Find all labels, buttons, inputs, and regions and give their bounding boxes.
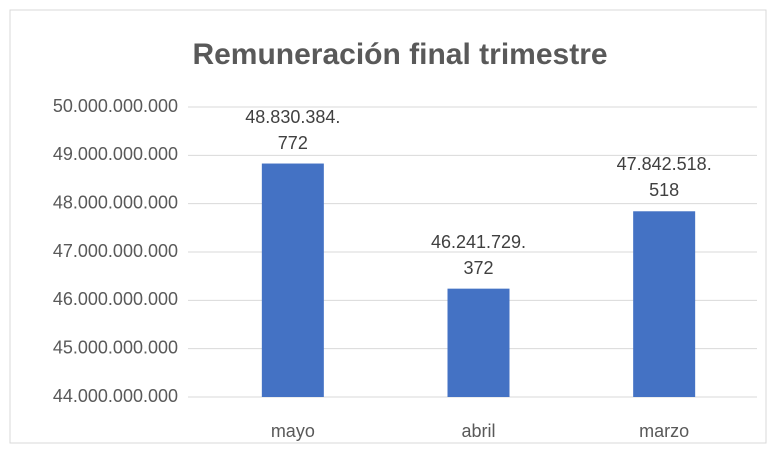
y-tick-label: 47.000.000.000 [53,241,178,261]
y-tick-label: 50.000.000.000 [53,96,178,116]
value-label: 48.830.384.772 [245,106,341,153]
bar [261,163,324,397]
y-tick-label: 48.000.000.000 [53,192,178,212]
x-tick-label: marzo [639,421,689,441]
value-label: 46.241.729.372 [430,231,527,278]
chart-title: Remuneración final trimestre [192,38,607,71]
x-tick-label: abril [461,421,495,441]
bar [633,211,696,397]
y-tick-label: 46.000.000.000 [53,289,178,309]
value-label: 47.842.518.518 [616,154,712,201]
y-tick-label: 49.000.000.000 [53,144,178,164]
y-tick-label: 44.000.000.000 [53,386,178,406]
x-tick-label: mayo [271,421,315,441]
y-tick-label: 45.000.000.000 [53,337,178,357]
bar [447,288,510,397]
